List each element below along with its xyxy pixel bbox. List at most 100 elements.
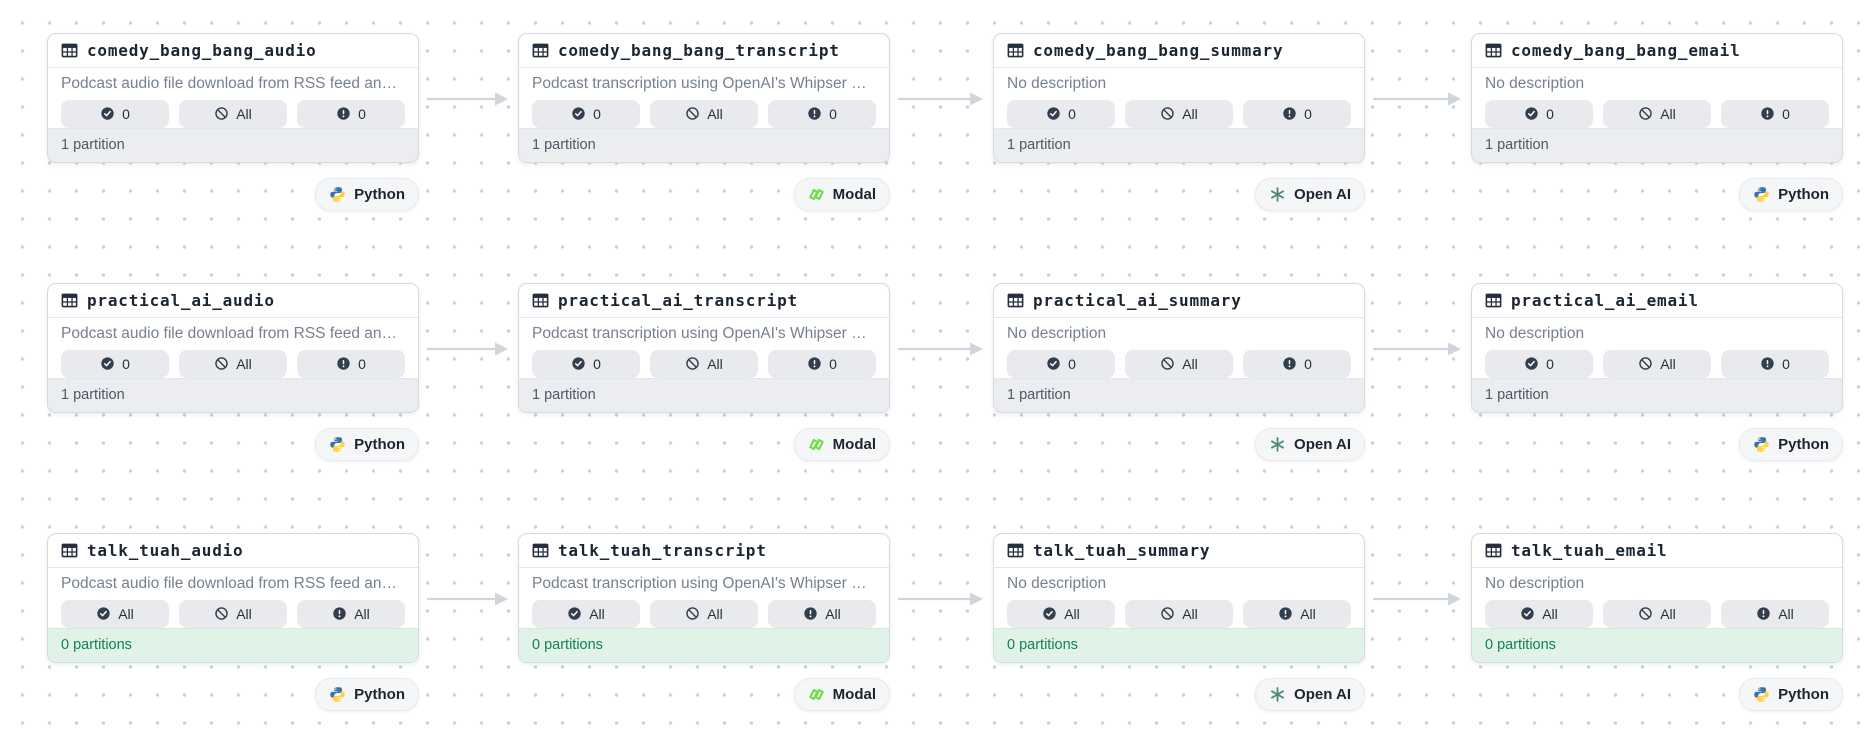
check-status-badge[interactable]: 0 — [1721, 349, 1829, 378]
check-status-badge[interactable]: 0 — [768, 99, 876, 128]
check-status-badge[interactable]: All — [1243, 599, 1351, 628]
check-circle-icon — [571, 356, 586, 371]
alert-circle-icon — [803, 606, 818, 621]
partition-footer: 1 partition — [519, 377, 889, 412]
partition-footer: 1 partition — [48, 377, 418, 412]
check-status-badge[interactable]: All — [650, 99, 758, 128]
check-badge-label: 0 — [1068, 355, 1076, 372]
check-status-badge[interactable]: All — [1007, 599, 1115, 628]
python-logo-icon — [329, 186, 346, 203]
check-badge-label: All — [1660, 355, 1676, 372]
check-status-badge[interactable]: All — [650, 599, 758, 628]
modal-logo-icon — [808, 186, 825, 203]
check-status-badge[interactable]: All — [1603, 349, 1711, 378]
kind-tag[interactable]: Open AI — [1255, 428, 1365, 461]
asset-node[interactable]: comedy_bang_bang_transcript Podcast tran… — [518, 33, 890, 163]
asset-node[interactable]: comedy_bang_bang_email No description 0 … — [1471, 33, 1843, 163]
partition-count: 1 partition — [532, 137, 596, 154]
asset-node[interactable]: talk_tuah_transcript Podcast transcripti… — [518, 533, 890, 663]
check-status-badge[interactable]: All — [532, 599, 640, 628]
kind-tag[interactable]: Modal — [793, 678, 890, 711]
check-badge-label: 0 — [829, 355, 837, 372]
check-status-badge[interactable]: All — [1125, 349, 1233, 378]
check-status-badge[interactable]: All — [179, 349, 287, 378]
check-status-badge[interactable]: 0 — [61, 349, 169, 378]
check-status-badge[interactable]: 0 — [61, 99, 169, 128]
check-status-badge[interactable]: All — [179, 599, 287, 628]
check-status-badge[interactable]: 0 — [1721, 99, 1829, 128]
asset-node[interactable]: talk_tuah_summary No description All All… — [993, 533, 1365, 663]
table-icon — [61, 292, 78, 309]
check-status-badge[interactable]: 0 — [1007, 349, 1115, 378]
check-status-badge[interactable]: All — [1603, 99, 1711, 128]
check-status-badge[interactable]: All — [61, 599, 169, 628]
check-status-badge[interactable]: 0 — [297, 99, 405, 128]
asset-node[interactable]: comedy_bang_bang_summary No description … — [993, 33, 1365, 163]
check-status-badge[interactable]: 0 — [1243, 99, 1351, 128]
check-status-badge[interactable]: All — [650, 349, 758, 378]
check-status-badge[interactable]: 0 — [1485, 349, 1593, 378]
table-icon — [61, 42, 78, 59]
check-status-badge[interactable]: 0 — [1007, 99, 1115, 128]
kind-tag[interactable]: Python — [315, 678, 419, 711]
kind-tag-label: Modal — [832, 686, 876, 703]
check-badge-row: All All All — [1472, 598, 1842, 628]
check-status-badge[interactable]: 0 — [532, 99, 640, 128]
partition-footer: 1 partition — [519, 127, 889, 162]
kind-tag[interactable]: Modal — [793, 178, 890, 211]
partition-count: 0 partitions — [532, 637, 603, 654]
check-circle-icon — [1046, 356, 1061, 371]
check-status-badge[interactable]: All — [1485, 599, 1593, 628]
asset-node-header: talk_tuah_audio — [48, 534, 418, 568]
check-badge-label: All — [1064, 605, 1080, 622]
table-icon — [1007, 292, 1024, 309]
check-circle-icon — [1042, 606, 1057, 621]
slash-circle-icon — [214, 606, 229, 621]
check-circle-icon — [96, 606, 111, 621]
check-status-badge[interactable]: All — [179, 99, 287, 128]
edge-arrow — [898, 342, 983, 356]
alert-circle-icon — [1756, 606, 1771, 621]
check-status-badge[interactable]: 0 — [297, 349, 405, 378]
check-status-badge[interactable]: 0 — [768, 349, 876, 378]
kind-tag[interactable]: Python — [1739, 428, 1843, 461]
kind-tag[interactable]: Python — [315, 428, 419, 461]
check-status-badge[interactable]: 0 — [1243, 349, 1351, 378]
check-badge-row: 0 All 0 — [1472, 98, 1842, 128]
check-status-badge[interactable]: All — [1125, 599, 1233, 628]
asset-node[interactable]: practical_ai_summary No description 0 Al… — [993, 283, 1365, 413]
asset-node[interactable]: talk_tuah_email No description All All A… — [1471, 533, 1843, 663]
check-circle-icon — [571, 106, 586, 121]
asset-node[interactable]: practical_ai_email No description 0 All … — [1471, 283, 1843, 413]
check-badge-label: All — [1300, 605, 1316, 622]
kind-tag[interactable]: Open AI — [1255, 178, 1365, 211]
kind-tag[interactable]: Modal — [793, 428, 890, 461]
kind-tag[interactable]: Python — [1739, 678, 1843, 711]
check-badge-label: 0 — [358, 355, 366, 372]
check-circle-icon — [100, 356, 115, 371]
check-status-badge[interactable]: All — [768, 599, 876, 628]
check-badge-label: All — [118, 605, 134, 622]
kind-tag[interactable]: Python — [315, 178, 419, 211]
check-status-badge[interactable]: 0 — [532, 349, 640, 378]
asset-node[interactable]: comedy_bang_bang_audio Podcast audio fil… — [47, 33, 419, 163]
slash-circle-icon — [1638, 606, 1653, 621]
asset-description: No description — [1007, 325, 1107, 342]
kind-tag-row: Open AI — [993, 678, 1365, 711]
check-status-badge[interactable]: All — [1603, 599, 1711, 628]
partition-count: 0 partitions — [1485, 637, 1556, 654]
kind-tag[interactable]: Open AI — [1255, 678, 1365, 711]
check-status-badge[interactable]: All — [297, 599, 405, 628]
asset-node-header: talk_tuah_email — [1472, 534, 1842, 568]
asset-node[interactable]: practical_ai_transcript Podcast transcri… — [518, 283, 890, 413]
kind-tag[interactable]: Python — [1739, 178, 1843, 211]
asset-node[interactable]: practical_ai_audio Podcast audio file do… — [47, 283, 419, 413]
kind-tag-row: Open AI — [993, 178, 1365, 211]
check-status-badge[interactable]: All — [1125, 99, 1233, 128]
check-status-badge[interactable]: 0 — [1485, 99, 1593, 128]
slash-circle-icon — [1638, 106, 1653, 121]
asset-node[interactable]: talk_tuah_audio Podcast audio file downl… — [47, 533, 419, 663]
check-status-badge[interactable]: All — [1721, 599, 1829, 628]
check-circle-icon — [1046, 106, 1061, 121]
